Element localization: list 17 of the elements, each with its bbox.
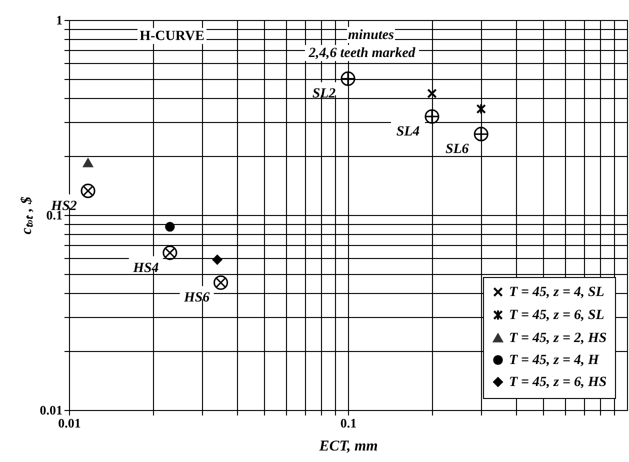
legend-label: T = 45, z = 6, HS — [509, 375, 607, 390]
legend-label: T = 45, z = 2, HS — [509, 331, 607, 346]
annotation: 2,4,6 teeth marked — [308, 46, 416, 61]
legend-label: T = 45, z = 6, SL — [509, 308, 604, 323]
data-label: HS6 — [182, 290, 210, 306]
legend-label: T = 45, z = 4, SL — [509, 285, 604, 300]
y-tick-label: 0.01 — [40, 402, 62, 418]
x-axis-title: ECT, mm — [318, 438, 378, 454]
data-label: HS4 — [132, 260, 159, 276]
y-axis-title: cₜₒₜ , $ — [18, 196, 35, 234]
annotation: minutes — [348, 28, 394, 43]
annotation: H-CURVE — [140, 29, 204, 44]
y-tick-label: 1 — [56, 12, 62, 28]
data-label: SL6 — [445, 142, 469, 158]
legend-label: T = 45, z = 4, H — [509, 353, 600, 368]
data-label: SL4 — [396, 124, 420, 140]
data-label: SL2 — [312, 86, 336, 102]
